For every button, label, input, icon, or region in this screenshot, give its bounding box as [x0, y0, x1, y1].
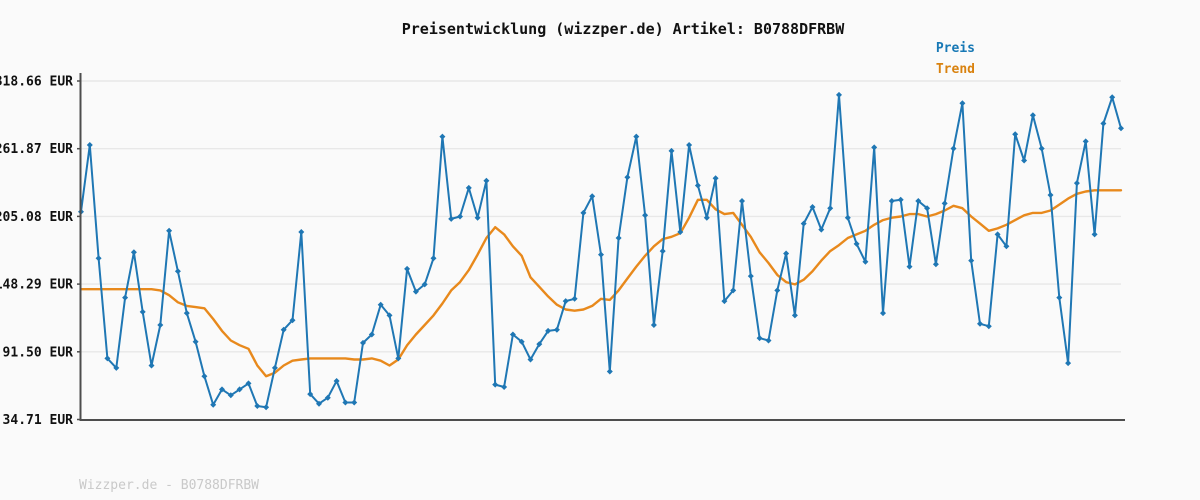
legend-label-trend: Trend [935, 62, 975, 77]
y-axis-label: 34.71 EUR [3, 413, 74, 428]
y-axis-label: 261.87 EUR [0, 142, 73, 157]
chart-legend: Preis Trend [936, 38, 975, 80]
price-line [80, 93, 1122, 409]
y-axis-label: 205.08 EUR [0, 210, 73, 225]
legend-label-preis: Preis [935, 41, 975, 56]
chart-title: Preisentwicklung (wizzper.de) Artikel: B… [401, 20, 845, 38]
watermark-text: Wizzper.de - B0788DFRBW [79, 478, 260, 493]
y-axis-label: 318.66 EUR [0, 75, 73, 90]
y-axis-label: 91.50 EUR [3, 345, 74, 360]
y-axis-label: 148.29 EUR [0, 278, 73, 293]
trend-line [79, 189, 1123, 378]
